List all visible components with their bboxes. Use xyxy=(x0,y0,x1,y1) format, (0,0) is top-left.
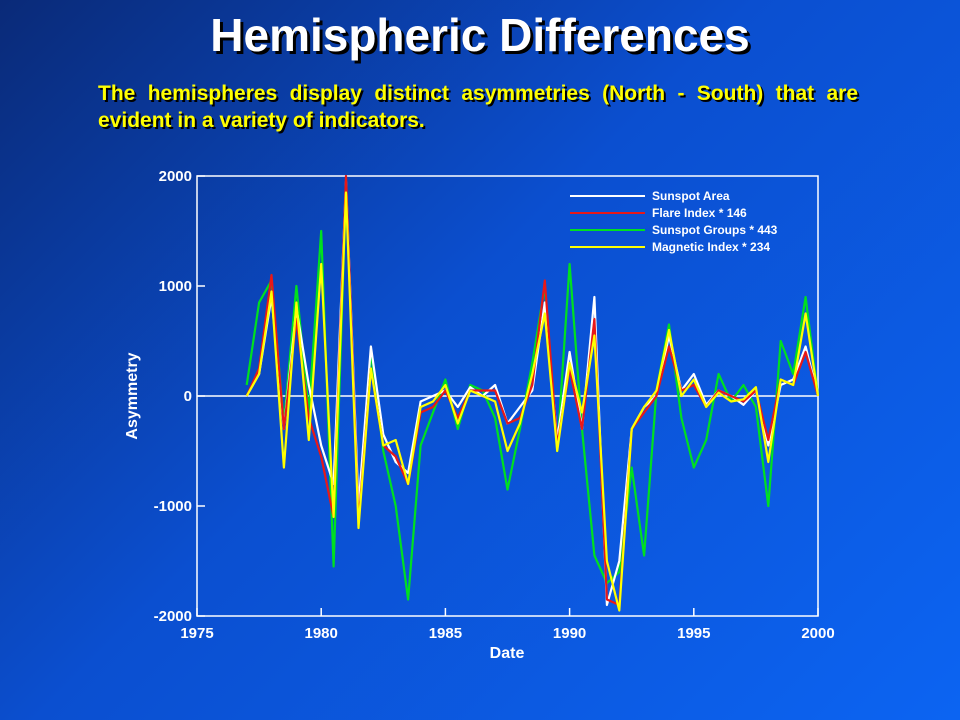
series-line-3 xyxy=(245,191,820,612)
x-tick-label: 2000 xyxy=(801,625,834,642)
slide-title: Hemispheric Differences xyxy=(210,9,750,61)
y-tick-label: -2000 xyxy=(154,608,192,625)
legend-label-0: Sunspot Area xyxy=(652,189,730,203)
x-tick-label: 1980 xyxy=(305,625,338,642)
x-tick-label: 1995 xyxy=(677,625,710,642)
slide-subtitle: The hemispheres display distinct asymmet… xyxy=(98,82,858,132)
legend-label-2: Sunspot Groups * 443 xyxy=(652,223,778,237)
y-tick-label: 2000 xyxy=(159,168,192,185)
y-axis-title: Asymmetry xyxy=(124,352,141,439)
legend-label-3: Magnetic Index * 234 xyxy=(652,240,770,254)
x-tick-label: 1975 xyxy=(180,625,213,642)
y-tick-label: 1000 xyxy=(159,278,192,295)
y-tick-label: -1000 xyxy=(154,498,192,515)
x-tick-label: 1990 xyxy=(553,625,586,642)
x-axis-title: Date xyxy=(490,645,525,662)
legend-label-1: Flare Index * 146 xyxy=(652,206,747,220)
y-tick-label: 0 xyxy=(184,388,192,405)
x-tick-label: 1985 xyxy=(429,625,462,642)
